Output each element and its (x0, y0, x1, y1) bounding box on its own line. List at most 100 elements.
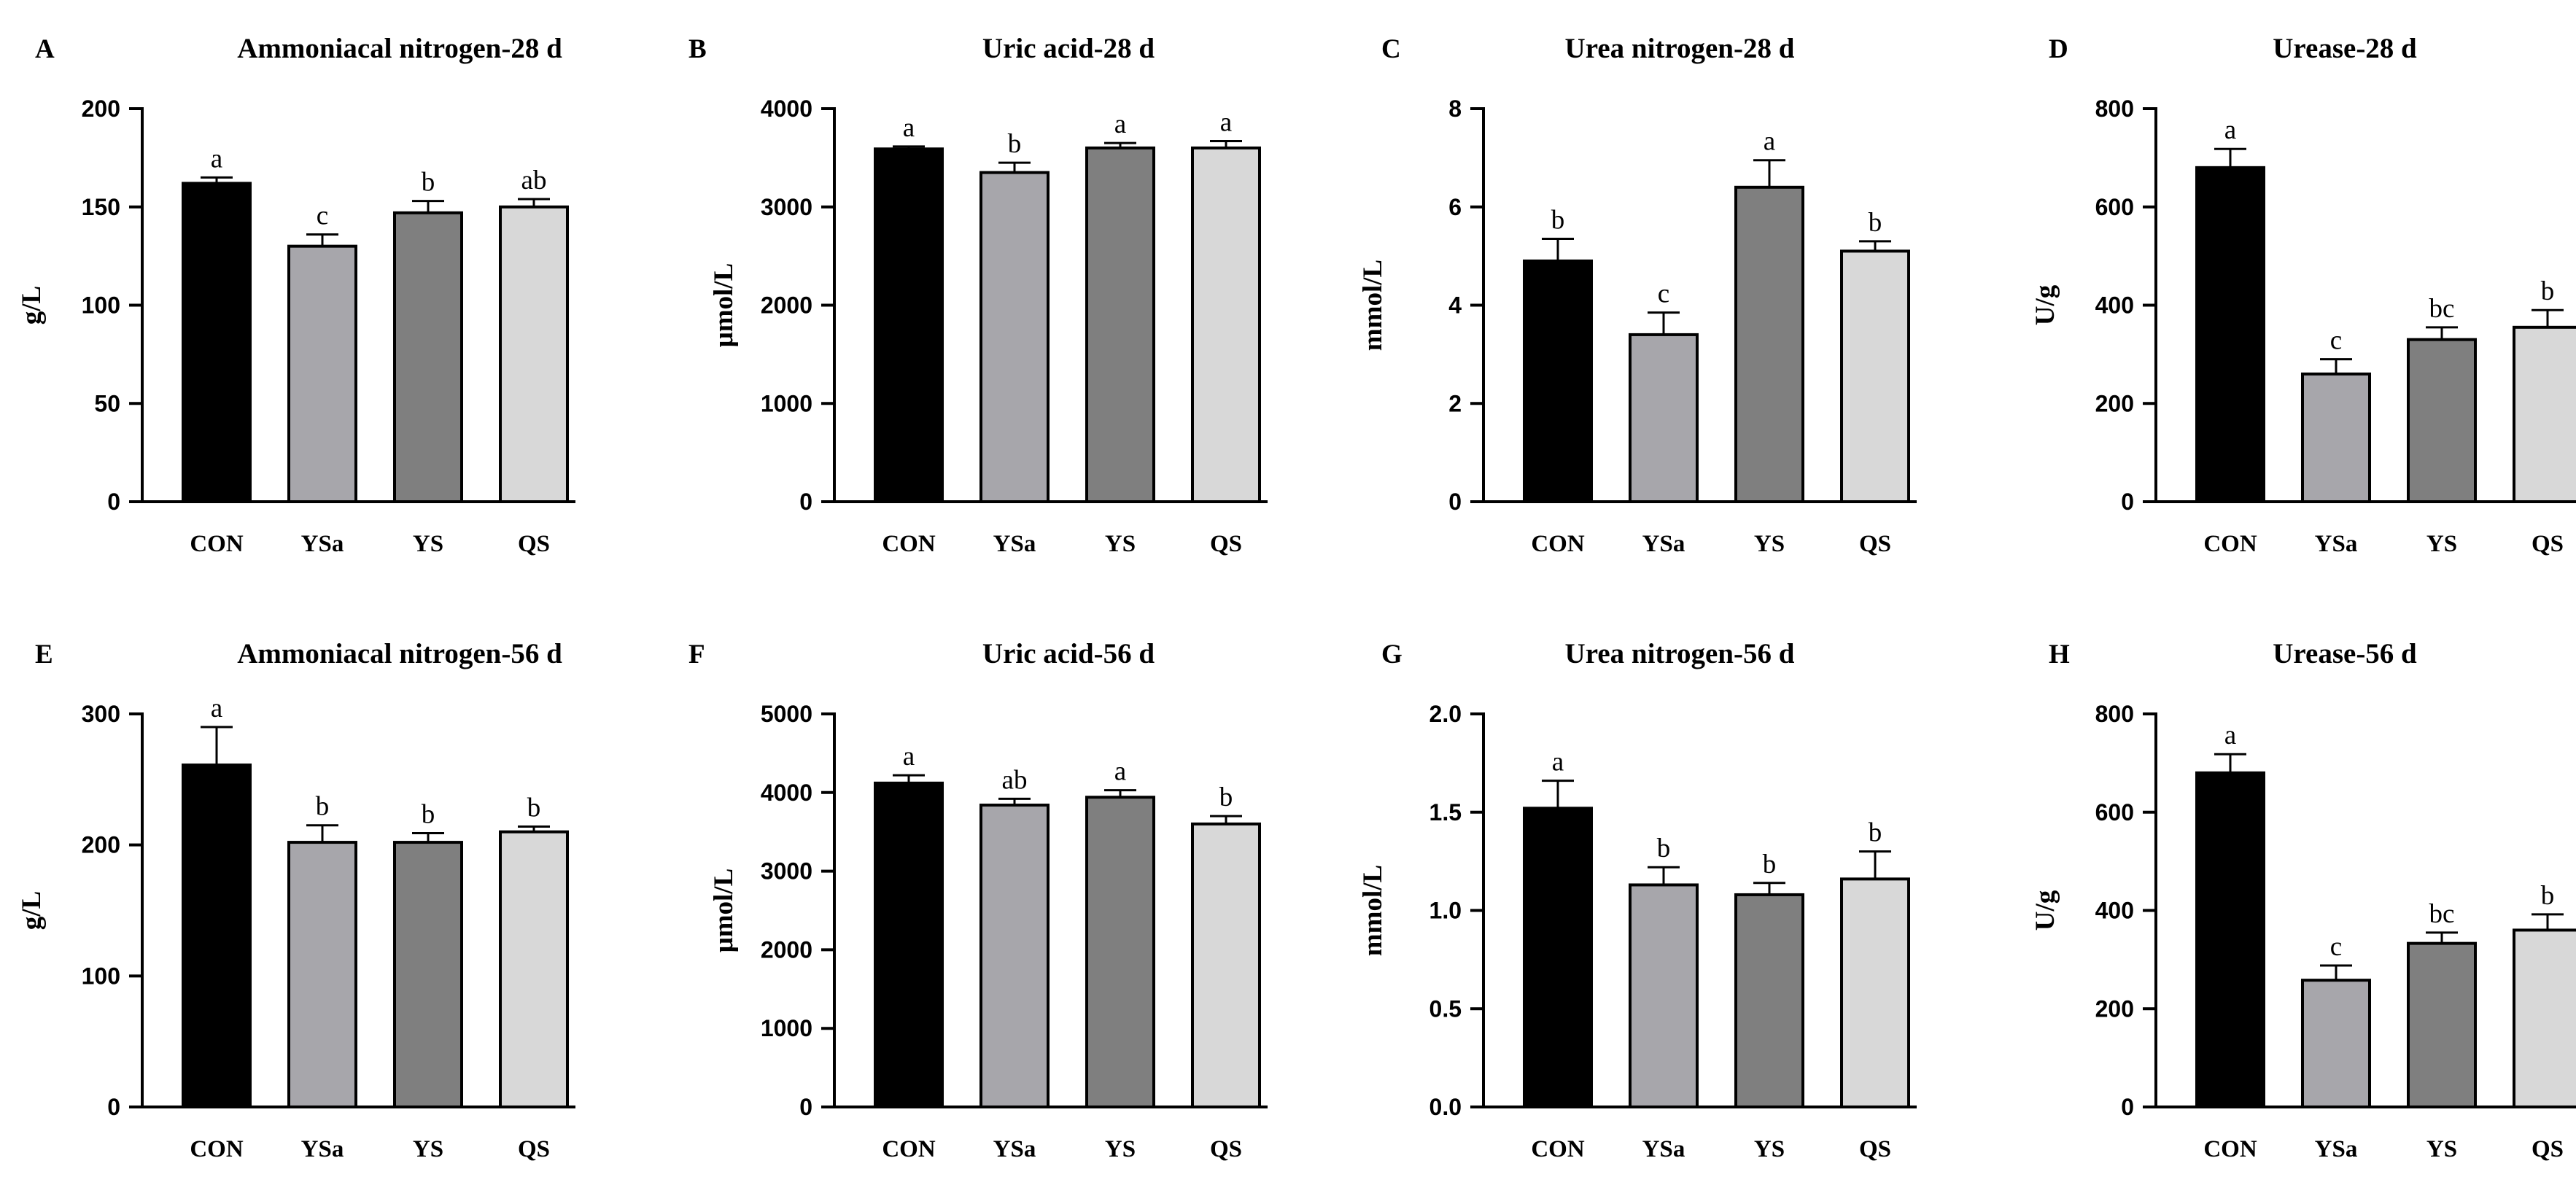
y-tick-label: 1000 (761, 390, 812, 416)
x-tick-label: YS (1754, 1136, 1785, 1162)
bar-con (874, 147, 944, 503)
significance-label: b (2541, 881, 2555, 911)
y-tick-label: 3000 (761, 858, 812, 885)
x-tick-label: YS (2426, 531, 2457, 557)
y-tick-label: 0 (2121, 1094, 2134, 1120)
y-tick-label: 0.5 (1429, 995, 1462, 1022)
x-tick-label: QS (2532, 1136, 2564, 1162)
x-tick-label: QS (1859, 1136, 1891, 1162)
significance-label: c (2330, 326, 2342, 356)
bar-qs (1840, 877, 1910, 1108)
x-tick-label: YS (413, 1136, 443, 1162)
significance-label: c (2330, 932, 2342, 962)
bar-con (874, 781, 944, 1108)
bar-ys (1085, 146, 1155, 503)
bar-ys (1734, 893, 1804, 1108)
chart-panel-f: F Uric acid-56 d μmol/L 0 1000 2000 3000 4000 50… (688, 638, 1268, 1162)
significance-label: c (317, 201, 328, 230)
bar-ys (393, 841, 463, 1109)
y-tick-label: 8 (1448, 96, 1462, 122)
bar-ys (2407, 338, 2477, 503)
y-tick-label: 600 (2095, 799, 2134, 825)
significance-label: bc (2429, 899, 2455, 929)
y-tick-label: 0 (1448, 489, 1462, 515)
significance-label: a (1220, 107, 1232, 137)
x-tick-label: YSa (301, 1136, 344, 1162)
x-tick-label: CON (882, 1136, 936, 1162)
panel-letter: C (1381, 34, 1401, 64)
x-tick-label: YSa (993, 1136, 1036, 1162)
x-tick-label: CON (190, 1136, 244, 1162)
significance-label: b (1551, 206, 1565, 236)
significance-label: b (422, 799, 435, 829)
significance-label: b (1869, 818, 1882, 848)
y-tick-label: 1000 (761, 1015, 812, 1041)
y-tick-label: 2000 (761, 936, 812, 963)
y-tick-label: 400 (2095, 898, 2134, 924)
significance-label: a (211, 144, 222, 174)
x-tick-label: QS (2532, 531, 2564, 557)
panel-letter: D (2049, 34, 2068, 64)
significance-label: a (1114, 757, 1126, 787)
y-axis-label: U/g (2030, 284, 2060, 325)
y-tick-label: 0 (2121, 489, 2134, 515)
y-tick-label: 2 (1448, 390, 1462, 416)
x-tick-label: QS (1210, 1136, 1242, 1162)
chart-panel-b: B Uric acid-28 d μmol/L 0 1000 2000 3000 4000 a C… (688, 33, 1268, 557)
y-tick-label: 200 (82, 96, 120, 122)
x-tick-label: YS (413, 531, 443, 557)
x-tick-label: YSa (1642, 1136, 1685, 1162)
significance-label: a (903, 113, 915, 143)
x-tick-label: YSa (993, 531, 1036, 557)
y-axis-label: g/L (17, 891, 47, 930)
y-tick-label: 150 (82, 194, 120, 220)
chart-title: Urease-28 d (2273, 33, 2417, 64)
chart-title: Urease-56 d (2273, 638, 2417, 669)
chart-panel-e: E Ammoniacal nitrogen-56 d g/L 0 100 200 300 a C… (17, 638, 575, 1162)
bar-ysa (287, 841, 357, 1109)
chart-panel-a: A Ammoniacal nitrogen-28 d g/L 0 50 100 150 200… (17, 33, 575, 557)
bar-qs (2513, 325, 2576, 503)
bar-con (182, 182, 252, 503)
x-tick-label: YSa (2315, 1136, 2358, 1162)
panel-letter: E (35, 640, 53, 669)
bar-con (2195, 771, 2265, 1108)
x-tick-label: CON (1531, 1136, 1585, 1162)
y-tick-label: 1.0 (1429, 898, 1462, 924)
y-tick-label: 1.5 (1429, 799, 1462, 825)
significance-label: a (903, 742, 915, 772)
significance-label: b (1763, 850, 1777, 879)
panel-letter: H (2049, 640, 2070, 669)
y-tick-label: 50 (94, 390, 120, 416)
y-tick-label: 200 (2095, 995, 2134, 1022)
y-axis-label: μmol/L (709, 869, 739, 953)
significance-label: a (1764, 127, 1775, 157)
y-tick-label: 0.0 (1429, 1094, 1462, 1120)
y-axis-label: mmol/L (1358, 260, 1388, 351)
y-tick-label: 0 (799, 1094, 812, 1120)
bar-ysa (979, 171, 1050, 503)
x-tick-label: YS (1754, 531, 1785, 557)
y-axis-label: mmol/L (1358, 865, 1388, 956)
significance-label: a (211, 693, 222, 723)
y-tick-label: 800 (2095, 701, 2134, 727)
x-tick-label: CON (882, 531, 936, 557)
bar-ysa (979, 804, 1050, 1108)
y-tick-label: 400 (2095, 292, 2134, 319)
x-tick-label: YSa (301, 531, 344, 557)
panel-letter: B (688, 34, 707, 64)
bar-ysa (287, 244, 357, 503)
y-tick-label: 6 (1448, 194, 1462, 220)
y-tick-label: 2000 (761, 292, 812, 319)
x-tick-label: YSa (2315, 531, 2358, 557)
y-tick-label: 4000 (761, 780, 812, 806)
significance-label: b (422, 168, 435, 198)
chart-title: Ammoniacal nitrogen-56 d (237, 638, 562, 669)
bar-ysa (2301, 372, 2371, 504)
bar-ysa (1629, 333, 1699, 503)
panel-letter: F (688, 640, 705, 669)
significance-label: c (1658, 279, 1669, 309)
panel-letter: G (1381, 640, 1403, 669)
chart-title: Ammoniacal nitrogen-28 d (237, 33, 562, 64)
y-tick-label: 5000 (761, 701, 812, 727)
